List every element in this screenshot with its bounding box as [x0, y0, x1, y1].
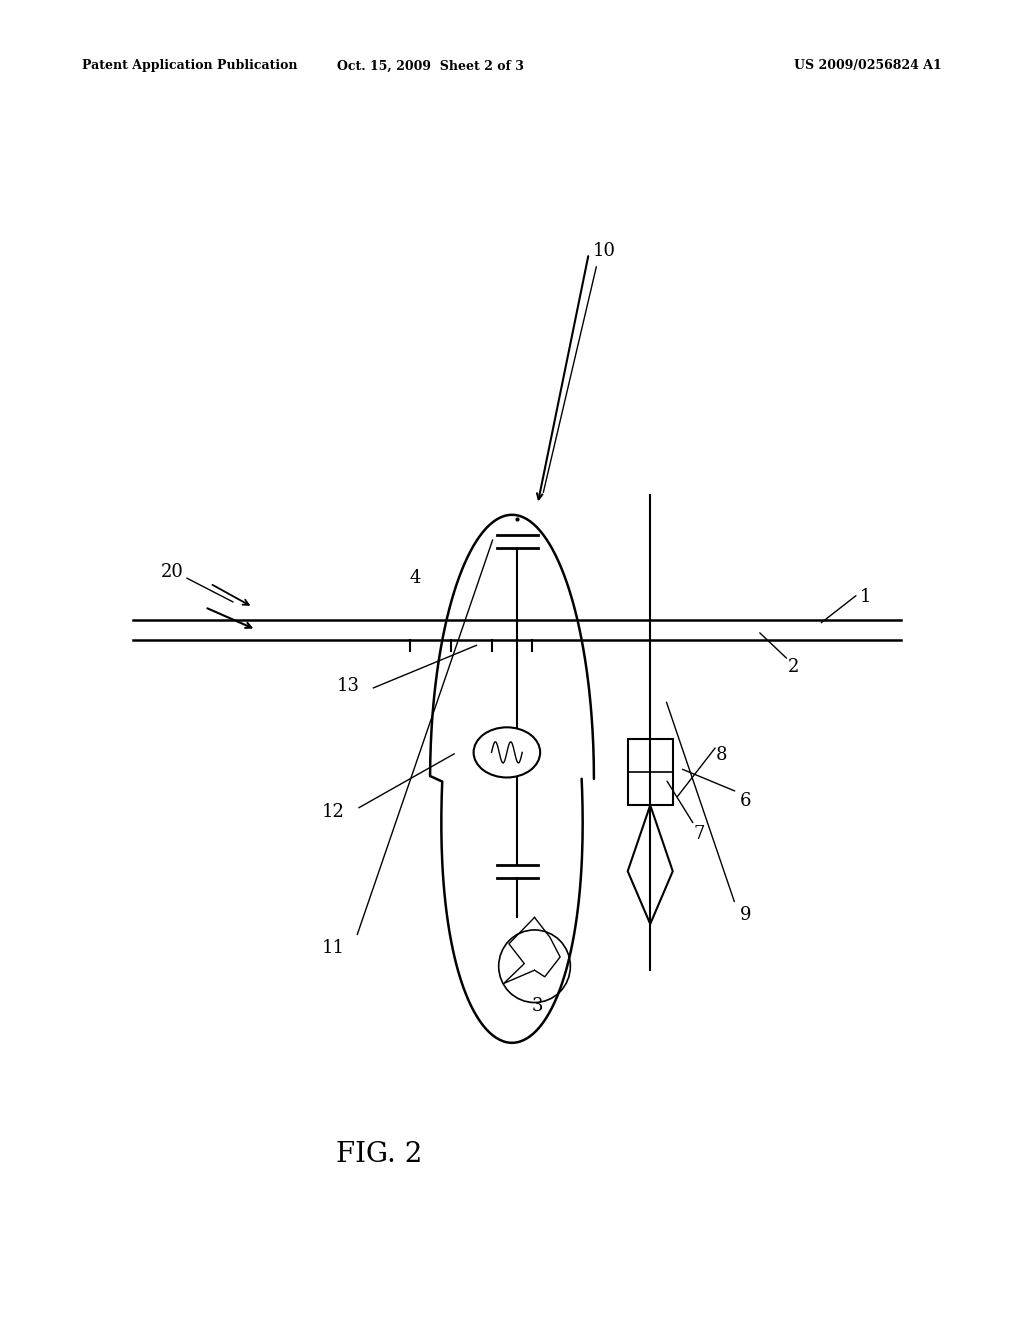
Text: 4: 4: [409, 569, 421, 587]
Text: 9: 9: [739, 906, 752, 924]
Bar: [628, 739, 673, 805]
Text: 6: 6: [739, 792, 752, 810]
Text: US 2009/0256824 A1: US 2009/0256824 A1: [795, 59, 942, 73]
Text: Patent Application Publication: Patent Application Publication: [82, 59, 297, 73]
Text: 3: 3: [531, 997, 544, 1015]
Text: 8: 8: [716, 746, 728, 764]
Text: 13: 13: [337, 677, 359, 696]
Text: Oct. 15, 2009  Sheet 2 of 3: Oct. 15, 2009 Sheet 2 of 3: [337, 59, 523, 73]
Text: 12: 12: [322, 803, 344, 821]
Text: FIG. 2: FIG. 2: [336, 1142, 422, 1168]
Text: 11: 11: [322, 939, 344, 957]
Text: 2: 2: [787, 657, 800, 676]
Text: 10: 10: [593, 242, 615, 260]
Text: 1: 1: [859, 587, 871, 606]
Text: 7: 7: [693, 825, 706, 843]
Text: 20: 20: [161, 562, 183, 581]
